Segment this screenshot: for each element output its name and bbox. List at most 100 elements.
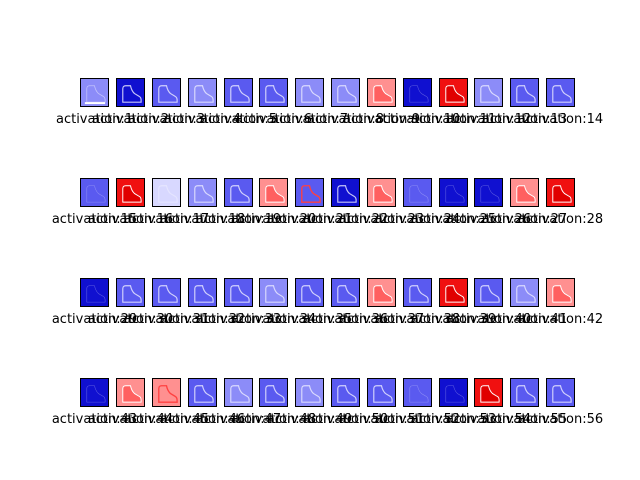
- activation-label: activation:12: [445, 112, 532, 127]
- activation-label: activation:15: [51, 212, 138, 227]
- activation-label: activation:25: [410, 212, 497, 227]
- activation-label: activation:41: [481, 312, 568, 327]
- activation-label: activation:37: [338, 312, 425, 327]
- activation-map: [224, 278, 253, 307]
- activation-label: activation:26: [445, 212, 532, 227]
- activation-map: [474, 178, 503, 207]
- activation-map: [224, 378, 253, 407]
- activation-label: activation:1: [55, 112, 134, 127]
- activation-map: [510, 378, 539, 407]
- activation-map: [403, 178, 432, 207]
- activation-label: activation:4: [163, 112, 242, 127]
- activation-map: [188, 378, 217, 407]
- activation-map: [403, 278, 432, 307]
- activation-label: activation:22: [302, 212, 389, 227]
- activation-map: [367, 178, 396, 207]
- activation-map: [439, 78, 468, 107]
- activation-map: [188, 178, 217, 207]
- activation-label: activation:40: [445, 312, 532, 327]
- activation-map: [295, 78, 324, 107]
- activation-label: activation:50: [302, 412, 389, 427]
- activation-map: [80, 278, 109, 307]
- activation-label: activation:49: [266, 412, 353, 427]
- activation-map: [439, 178, 468, 207]
- activation-map: [510, 78, 539, 107]
- activation-label: activation:55: [481, 412, 568, 427]
- activation-label: activation:23: [338, 212, 425, 227]
- activation-label: activation:18: [159, 212, 246, 227]
- activation-label: activation:34: [230, 312, 317, 327]
- activation-map: [546, 78, 575, 107]
- activation-map: [403, 78, 432, 107]
- activation-map: [331, 278, 360, 307]
- activation-map: [152, 178, 181, 207]
- activation-label: activation:8: [306, 112, 385, 127]
- activation-label: activation:17: [123, 212, 210, 227]
- activation-label: activation:19: [195, 212, 282, 227]
- activation-map: [474, 378, 503, 407]
- activation-map: [152, 378, 181, 407]
- activation-map: [152, 78, 181, 107]
- activation-label: activation:16: [87, 212, 174, 227]
- activation-map: [116, 178, 145, 207]
- activation-map: [152, 278, 181, 307]
- activation-map: [474, 278, 503, 307]
- activation-map: [259, 278, 288, 307]
- activation-map: [224, 178, 253, 207]
- activation-label: activation:46: [159, 412, 246, 427]
- activation-label: activation:36: [302, 312, 389, 327]
- activation-map: [116, 78, 145, 107]
- activation-map: [295, 278, 324, 307]
- activation-label: activation:54: [445, 412, 532, 427]
- activation-label: activation:53: [410, 412, 497, 427]
- activation-map: [259, 378, 288, 407]
- activation-label: activation:10: [374, 112, 461, 127]
- activation-map: [367, 78, 396, 107]
- activation-label: activation:32: [159, 312, 246, 327]
- activation-map: [331, 378, 360, 407]
- activation-map: [295, 178, 324, 207]
- activation-label: activation:35: [266, 312, 353, 327]
- activation-label: activation:9: [342, 112, 421, 127]
- activation-label: activation:5: [199, 112, 278, 127]
- activation-map: [331, 178, 360, 207]
- activation-map: [188, 78, 217, 107]
- activation-map: [116, 278, 145, 307]
- activation-map: [188, 278, 217, 307]
- activation-label: activation:52: [374, 412, 461, 427]
- activation-map: [259, 178, 288, 207]
- activation-label: activation:13: [481, 112, 568, 127]
- activation-label: activation:14: [517, 112, 604, 127]
- activation-map: [295, 378, 324, 407]
- activation-map: [367, 278, 396, 307]
- activation-label: activation:24: [374, 212, 461, 227]
- activation-label: activation:31: [123, 312, 210, 327]
- activation-map: [116, 378, 145, 407]
- activation-map: [510, 178, 539, 207]
- activation-map: [510, 278, 539, 307]
- activation-map: [403, 378, 432, 407]
- activation-label: activation:45: [123, 412, 210, 427]
- activation-map: [546, 378, 575, 407]
- activation-map: [439, 378, 468, 407]
- activation-label: activation:42: [517, 312, 604, 327]
- activation-label: activation:44: [87, 412, 174, 427]
- activation-map: [367, 378, 396, 407]
- activation-label: activation:39: [410, 312, 497, 327]
- activation-map: [474, 78, 503, 107]
- activation-map: [259, 78, 288, 107]
- activation-label: activation:2: [91, 112, 170, 127]
- activation-label: activation:51: [338, 412, 425, 427]
- activation-map: [439, 278, 468, 307]
- activation-label: activation:43: [51, 412, 138, 427]
- activation-label: activation:11: [410, 112, 497, 127]
- activation-map: [80, 78, 109, 107]
- activation-label: activation:20: [230, 212, 317, 227]
- activation-map: [546, 278, 575, 307]
- activation-label: activation:7: [270, 112, 349, 127]
- activation-map: [546, 178, 575, 207]
- activation-label: activation:48: [230, 412, 317, 427]
- activation-map: [224, 78, 253, 107]
- activation-label: activation:47: [195, 412, 282, 427]
